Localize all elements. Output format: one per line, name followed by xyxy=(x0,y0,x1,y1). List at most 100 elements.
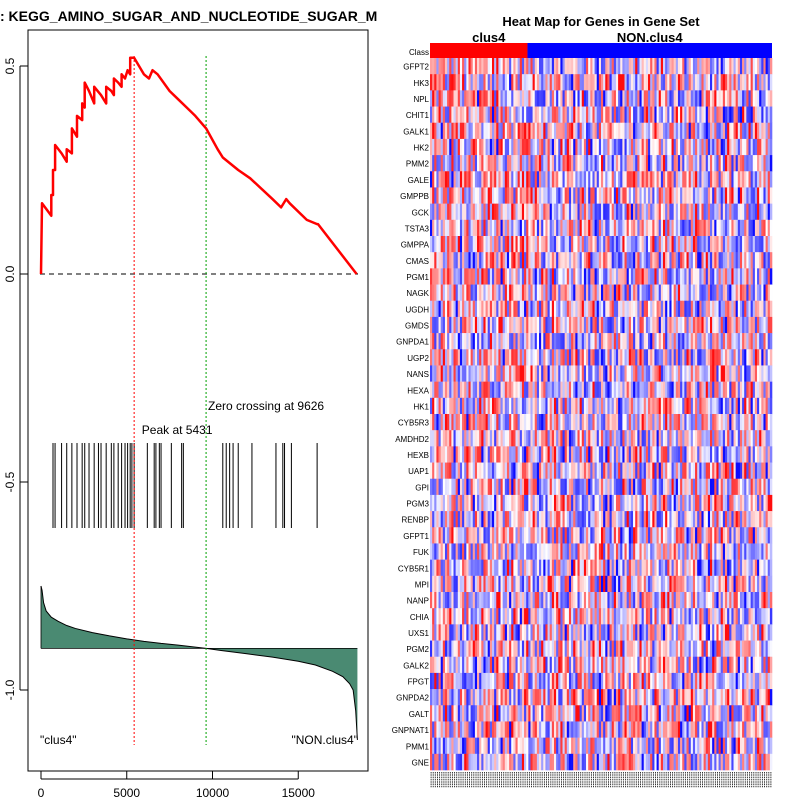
heatmap-cell xyxy=(551,203,555,221)
heatmap-cell xyxy=(763,187,766,204)
heatmap-cell xyxy=(521,333,525,350)
heatmap-cell xyxy=(686,106,689,124)
heatmap-cell xyxy=(504,122,508,140)
heatmap-cell xyxy=(697,381,700,399)
heatmap-cell xyxy=(665,203,668,221)
heatmap-cell xyxy=(710,446,713,463)
heatmap-cell xyxy=(733,90,736,107)
heatmap-cell xyxy=(534,155,538,172)
heatmap-cell xyxy=(722,203,726,221)
heatmap-cell xyxy=(682,300,685,318)
heatmap-cell xyxy=(545,74,548,91)
heatmap-cell xyxy=(692,316,696,334)
heatmap-cell xyxy=(686,446,689,463)
heatmap-cell xyxy=(432,268,435,285)
heatmap-row xyxy=(430,138,773,156)
heatmap-cell xyxy=(633,90,636,107)
heatmap-cell xyxy=(575,171,578,188)
heatmap-cell xyxy=(528,494,531,512)
heatmap-cell xyxy=(611,511,615,528)
heatmap-cell xyxy=(605,365,608,382)
heatmap-cell xyxy=(479,494,482,512)
heatmap-cell xyxy=(571,349,574,366)
heatmap-cell xyxy=(543,397,546,415)
heatmap-cell xyxy=(652,268,655,285)
heatmap-cell xyxy=(724,203,728,221)
heatmap-cell xyxy=(549,155,553,172)
heatmap-cell xyxy=(677,511,681,528)
heatmap-cell xyxy=(541,90,544,107)
heatmap-cell xyxy=(553,527,557,544)
heatmap-cell xyxy=(650,155,653,172)
heatmap-cell xyxy=(748,236,751,253)
heatmap-cell xyxy=(611,106,615,124)
heatmap-cell xyxy=(451,511,454,528)
heatmap-cell xyxy=(481,494,484,512)
heatmap-cell xyxy=(526,284,529,302)
heatmap-cell xyxy=(588,155,591,172)
heatmap-cell xyxy=(444,300,448,318)
heatmap-cell xyxy=(635,414,638,431)
heatmap-cell xyxy=(615,74,619,91)
heatmap-cell xyxy=(438,284,441,302)
heatmap-cell xyxy=(611,478,615,496)
heatmap-cell xyxy=(601,365,604,382)
heatmap-cell xyxy=(551,122,555,140)
heatmap-cell xyxy=(438,365,441,382)
heatmap-cell xyxy=(494,155,497,172)
heatmap-cell xyxy=(609,381,612,399)
heatmap-cell xyxy=(455,219,459,237)
heatmap-cell xyxy=(583,365,587,382)
heatmap-cell xyxy=(494,171,497,188)
heatmap-cell xyxy=(504,138,508,156)
heatmap-cell xyxy=(500,219,503,237)
heatmap-cell xyxy=(502,187,506,204)
heatmap-cell xyxy=(500,511,503,528)
heatmap-cell xyxy=(733,365,736,382)
heatmap-cell xyxy=(639,187,642,204)
heatmap-cell xyxy=(699,90,702,107)
heatmap-cell xyxy=(707,333,711,350)
heatmap-cell xyxy=(690,333,694,350)
heatmap-cell xyxy=(470,122,474,140)
heatmap-cell xyxy=(654,462,657,480)
heatmap-cell xyxy=(474,381,478,399)
heatmap-cell xyxy=(440,414,444,431)
heatmap-cell xyxy=(494,90,497,107)
heatmap-cell xyxy=(432,430,435,447)
heatmap-cell xyxy=(457,397,461,415)
heatmap-cell xyxy=(686,478,689,496)
heatmap-cell xyxy=(515,316,518,334)
heatmap-cell xyxy=(609,122,612,140)
heatmap-cell xyxy=(652,365,655,382)
heatmap-cell xyxy=(474,284,478,302)
heatmap-cell xyxy=(682,90,685,107)
heatmap-cell xyxy=(457,478,461,496)
heatmap-cell xyxy=(434,58,437,75)
heatmap-cell xyxy=(648,284,651,302)
heatmap-cell xyxy=(605,316,608,334)
heatmap-cell xyxy=(739,414,743,431)
heatmap-cell xyxy=(581,316,585,334)
heatmap-cell xyxy=(590,494,593,512)
heatmap-cell xyxy=(752,300,756,318)
heatmap-cell xyxy=(573,58,576,75)
heatmap-cell xyxy=(724,58,728,75)
heatmap-cell xyxy=(583,268,587,285)
heatmap-cell xyxy=(660,90,664,107)
heatmap-cell xyxy=(607,414,610,431)
heatmap-cell xyxy=(459,203,463,221)
heatmap-cell xyxy=(464,430,467,447)
heatmap-cell xyxy=(737,203,741,221)
heatmap-cell xyxy=(761,414,764,431)
heatmap-cell xyxy=(710,268,713,285)
heatmap-cell xyxy=(483,397,486,415)
heatmap-cell xyxy=(477,284,480,302)
heatmap-cell xyxy=(601,446,604,463)
heatmap-cell xyxy=(464,300,467,318)
heatmap-cell xyxy=(714,365,717,382)
heatmap-cell xyxy=(453,446,456,463)
heatmap-cell xyxy=(571,58,574,75)
heatmap-cell xyxy=(643,430,647,447)
heatmap-cell xyxy=(564,122,568,140)
